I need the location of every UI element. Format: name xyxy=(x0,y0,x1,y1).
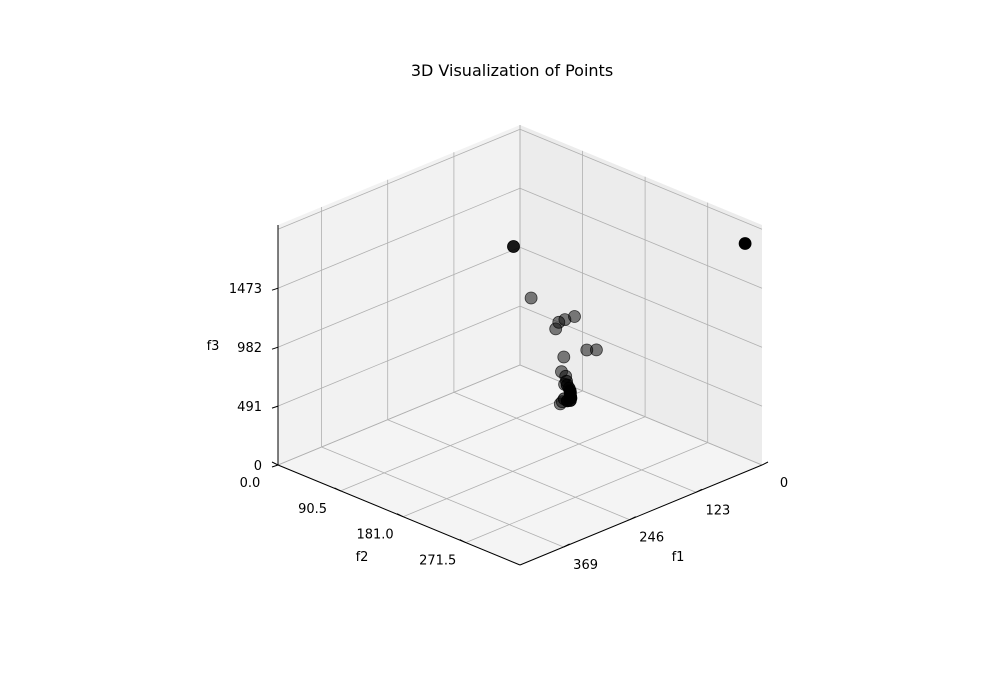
data-point xyxy=(524,291,538,305)
chart-title: 3D Visualization of Points xyxy=(411,61,613,80)
data-point xyxy=(507,240,520,253)
z-tick-label: 982 xyxy=(237,341,262,356)
data-point xyxy=(590,343,603,357)
grid-line-z xyxy=(277,305,521,407)
pane-left xyxy=(278,125,520,465)
grid-line-z xyxy=(277,364,521,466)
z-tick-mark xyxy=(271,464,279,468)
pane-right xyxy=(520,125,762,465)
z-tick-mark xyxy=(271,287,279,291)
axes: 0 123 246 369 0.0 90.5 181.0 271.5 0 491 982 1473 xyxy=(229,225,788,573)
y-tick-label: 0.0 xyxy=(240,476,261,491)
data-point xyxy=(557,350,571,364)
z-tick-mark xyxy=(271,346,279,350)
grid-line-z xyxy=(277,187,521,289)
data-points xyxy=(507,237,752,411)
z-tick-label: 491 xyxy=(237,400,262,415)
grid-line-y xyxy=(402,416,646,518)
grid-line-x xyxy=(453,391,697,493)
x-tick-label: 0 xyxy=(780,476,788,491)
x-tick-mark xyxy=(761,461,769,466)
grid-line-x xyxy=(387,419,630,521)
grid-line-z xyxy=(277,128,521,230)
x-tick-label: 123 xyxy=(705,503,730,518)
grid-line-z xyxy=(519,246,763,348)
data-point xyxy=(553,397,567,411)
y-tick-mark xyxy=(334,487,341,492)
grid-line-z xyxy=(519,187,763,289)
y-tick-mark xyxy=(271,461,279,466)
y-tick-label: 181.0 xyxy=(356,528,393,543)
data-point xyxy=(568,310,581,323)
x-tick-mark xyxy=(695,488,703,493)
y-tick-label: 271.5 xyxy=(419,554,456,569)
z-tick-label: 0 xyxy=(254,459,262,474)
y-tick-mark xyxy=(396,513,404,518)
grid-line-z xyxy=(519,128,763,230)
x-tick-label: 246 xyxy=(639,531,664,546)
x-tick-mark xyxy=(629,516,636,521)
x-tick-label: 369 xyxy=(573,558,598,573)
grid-line-y xyxy=(340,390,583,492)
x-axis-label: f1 xyxy=(672,550,685,565)
z-axis-label: f3 xyxy=(207,339,220,354)
grid-line-z xyxy=(277,246,521,348)
z-tick-label: 1473 xyxy=(229,282,262,297)
y-tick-mark xyxy=(459,539,466,544)
x-tick-mark xyxy=(563,543,570,548)
grid-line-y xyxy=(465,442,708,543)
grid-line-x xyxy=(321,446,564,548)
y-tick-label: 90.5 xyxy=(298,502,327,517)
y-axis-label: f2 xyxy=(356,550,369,565)
data-point xyxy=(738,237,752,250)
x-axis-line xyxy=(519,464,763,566)
z-tick-mark xyxy=(271,405,279,409)
